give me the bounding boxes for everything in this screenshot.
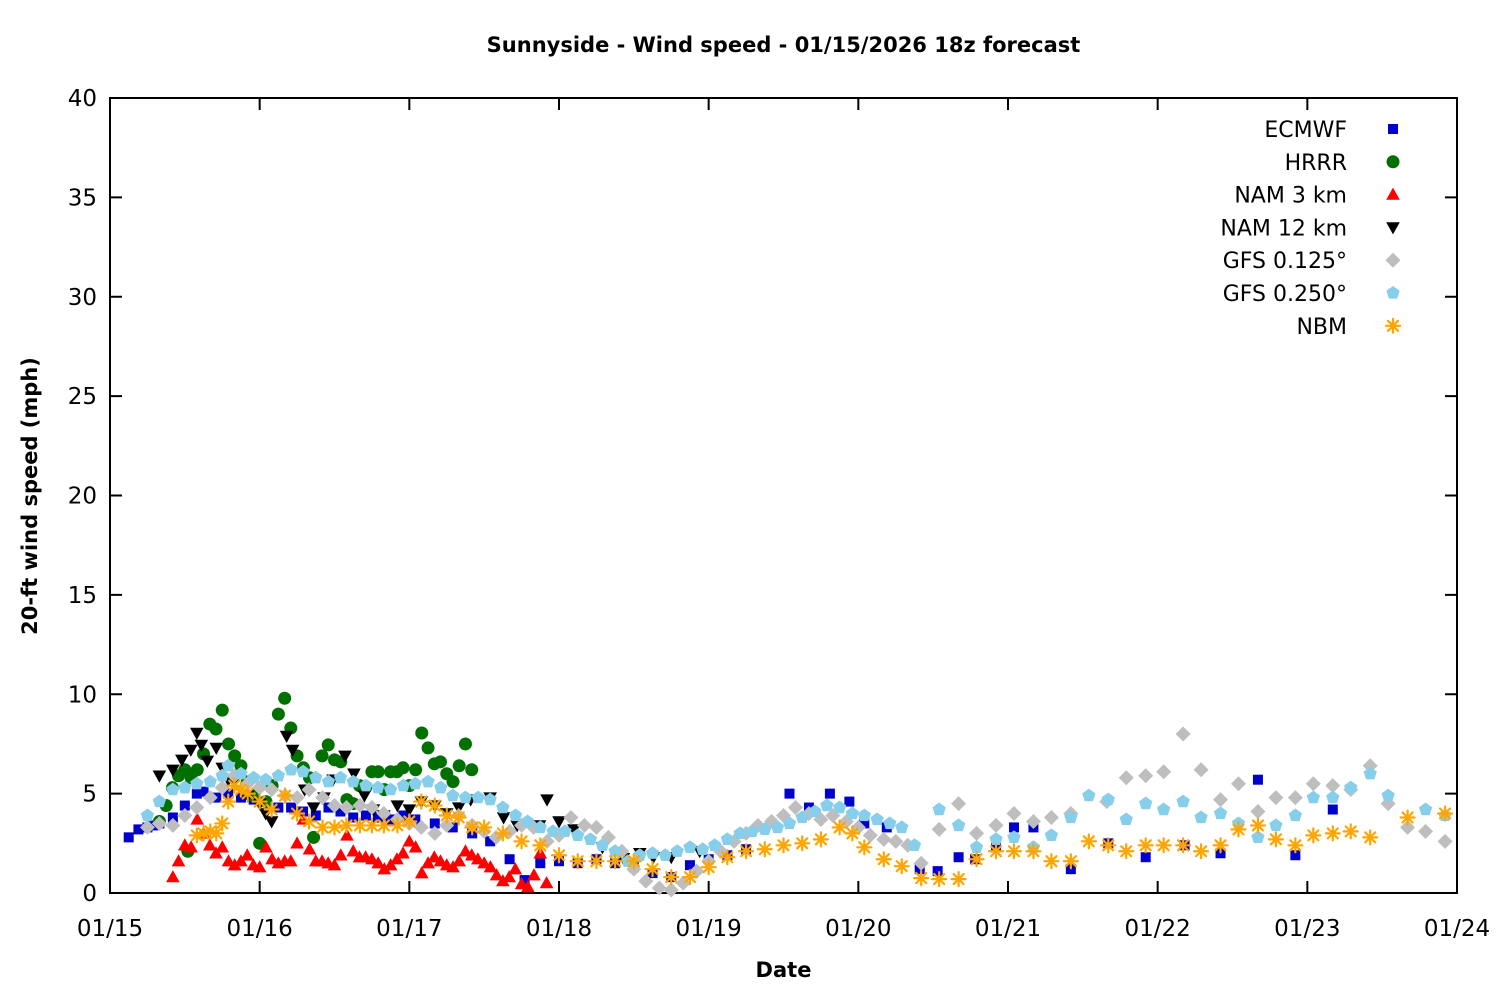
x-tick-label: 01/24 (1424, 916, 1490, 942)
chart-title: Sunnyside - Wind speed - 01/15/2026 18z … (486, 33, 1081, 57)
y-tick-label: 40 (68, 86, 97, 112)
x-tick-label: 01/18 (526, 916, 592, 942)
x-tick-label: 01/19 (676, 916, 742, 942)
legend-label: ECMWF (1264, 118, 1347, 143)
legend-item-ecmwf: ECMWF (1264, 118, 1398, 143)
legend-item-gfs-0-125-: GFS 0.125° (1223, 249, 1401, 274)
x-tick-label: 01/17 (376, 916, 442, 942)
legend-label: NAM 3 km (1234, 184, 1347, 209)
legend-label: NAM 12 km (1220, 216, 1347, 241)
x-axis-label: Date (755, 958, 812, 982)
legend-label: HRRR (1285, 151, 1347, 176)
x-tick-label: 01/20 (825, 916, 891, 942)
legend: ECMWF HRRR NAM 3 km NAM 12 km GFS 0.125° GFS … (1220, 118, 1402, 340)
series-nam-3-km (166, 812, 554, 893)
y-tick-label: 15 (68, 583, 97, 609)
x-tick-label: 01/16 (227, 916, 293, 942)
legend-label: GFS 0.250° (1223, 282, 1347, 307)
y-tick-label: 0 (82, 881, 97, 907)
x-tick-label: 01/21 (975, 916, 1041, 942)
legend-item-nam-12-km: NAM 12 km (1220, 216, 1400, 241)
x-tick-label: 01/15 (77, 916, 143, 942)
series-nbm (188, 777, 1454, 888)
legend-item-nbm: NBM (1296, 315, 1402, 340)
legend-item-gfs-0-250-: GFS 0.250° (1223, 282, 1400, 307)
legend-item-hrrr: HRRR (1285, 151, 1400, 176)
y-tick-label: 5 (82, 782, 97, 808)
legend-item-nam-3-km: NAM 3 km (1234, 184, 1400, 209)
y-tick-label: 35 (68, 185, 97, 211)
y-tick-label: 30 (68, 285, 97, 311)
x-tick-label: 01/23 (1274, 916, 1340, 942)
y-tick-label: 20 (68, 484, 97, 510)
series-gfs-0-250- (140, 758, 1452, 867)
legend-label: NBM (1296, 315, 1347, 340)
legend-label: GFS 0.125° (1223, 249, 1347, 274)
y-axis-label: 20-ft wind speed (mph) (18, 357, 42, 635)
y-tick-label: 25 (68, 384, 97, 410)
y-tick-label: 10 (68, 682, 97, 708)
x-tick-label: 01/22 (1125, 916, 1191, 942)
